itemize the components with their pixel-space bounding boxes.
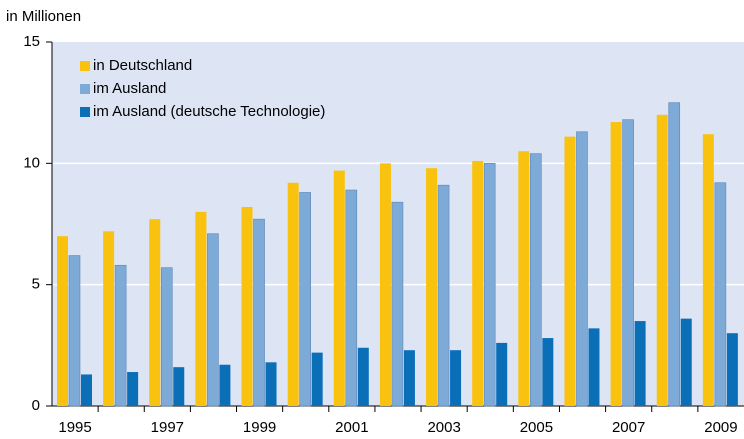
bar: [403, 350, 415, 406]
y-tick-label: 5: [32, 276, 40, 293]
x-tick-label: 2005: [520, 419, 553, 436]
y-tick-label: 15: [23, 33, 40, 50]
bar: [149, 219, 161, 406]
bar: [219, 364, 231, 406]
x-tick-label: 2007: [612, 419, 645, 436]
bar: [57, 236, 68, 406]
bar: [345, 189, 358, 407]
legend-label: im Ausland (deutsche Technologie): [93, 103, 325, 120]
bar: [437, 184, 450, 407]
bar: [702, 134, 714, 407]
legend-label: in Deutschland: [93, 57, 192, 74]
bar: [379, 163, 391, 406]
bar: [530, 153, 542, 407]
bar: [668, 102, 681, 407]
bar: [68, 255, 81, 407]
bar: [127, 372, 139, 406]
bar: [207, 233, 219, 407]
bar: [542, 338, 554, 406]
x-tick-label: 2003: [427, 419, 460, 436]
bar: [472, 160, 484, 406]
x-tick-label: 1995: [58, 419, 91, 436]
bar: [241, 207, 253, 406]
bar: [576, 131, 588, 407]
bar: [160, 267, 173, 407]
y-tick-label: 0: [32, 397, 40, 414]
bar: [311, 352, 323, 406]
bar: [714, 182, 727, 407]
legend-swatch: [80, 61, 90, 71]
bar: [726, 333, 738, 406]
bar: [496, 342, 508, 406]
bar: [483, 163, 496, 407]
bar: [81, 374, 92, 406]
x-tick-label: 1999: [243, 419, 276, 436]
bar: [634, 321, 646, 406]
bar: [195, 211, 207, 406]
bar: [114, 264, 127, 407]
bar: [426, 168, 438, 406]
legend-swatch: [80, 84, 90, 94]
bar: [564, 136, 576, 406]
bar: [622, 119, 634, 407]
bar: [299, 192, 311, 407]
bar: [518, 151, 530, 406]
bar: [103, 231, 115, 406]
y-tick-label: 10: [23, 154, 40, 171]
bar: [391, 201, 404, 407]
bar: [450, 350, 462, 406]
legend-label: im Ausland: [93, 80, 166, 97]
bar: [610, 122, 622, 406]
bar: [333, 170, 345, 406]
bar: [357, 347, 369, 406]
bar: [287, 182, 299, 406]
bar: [680, 318, 692, 406]
bar: [656, 114, 668, 407]
bar: [173, 367, 185, 406]
x-tick-label: 2009: [704, 419, 737, 436]
bar: [265, 362, 277, 406]
y-axis-label: in Millionen: [6, 8, 81, 25]
x-tick-label: 1997: [151, 419, 184, 436]
x-tick-label: 2001: [335, 419, 368, 436]
legend-swatch: [80, 107, 90, 117]
bar: [253, 218, 265, 407]
bar: [588, 328, 600, 406]
